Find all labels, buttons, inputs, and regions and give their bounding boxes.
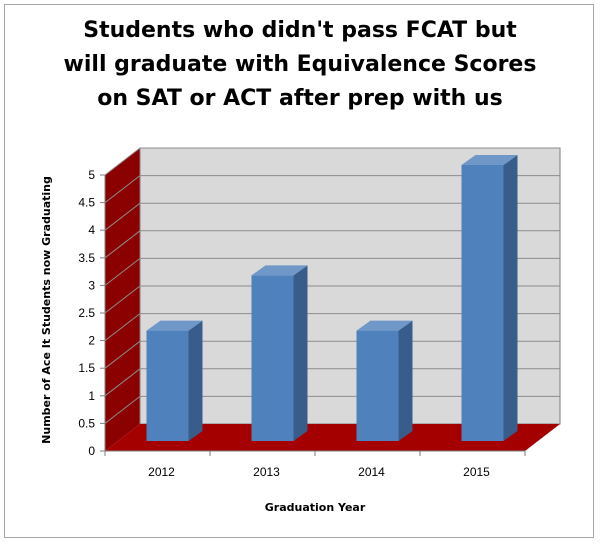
bar-side-2013 [293,265,308,441]
y-tick-label: 0.5 [78,416,95,430]
gridline-side [104,285,141,314]
bar-top-2015 [461,155,518,165]
y-tick-label: 1 [88,389,95,403]
chart-title-line-3: on SAT or ACT after prep with us [97,86,503,111]
chart-title-line-2: will graduate with Equivalence Scores [63,52,537,77]
y-axis-ticks: 0 0.5 1 1.5 2 2.5 3 3.5 4 4.5 5 [78,168,105,458]
y-tick-label: 4.5 [78,196,95,210]
y-axis-title: Number of Ace It Students now Graduating [40,176,53,444]
chart-title-line-1: Students who didn't pass FCAT but [83,18,517,43]
bar-2015 [461,165,504,441]
y-tick-label: 2 [88,334,95,348]
bar-top-2012 [146,320,203,331]
gridline-side [104,258,141,286]
y-tick-label: 0 [88,444,95,458]
gridline-side [104,396,141,424]
gridline-side [104,313,141,341]
y-tick-label: 4 [88,223,95,237]
x-tick-label: 2014 [358,465,385,479]
y-tick-label: 3 [88,278,95,292]
chart-title: Students who didn't pass FCAT but will g… [20,14,580,116]
bar-side-2012 [188,320,203,441]
gridline-side [104,230,141,259]
bar-side-2014 [398,320,413,441]
x-tick-label: 2012 [148,465,175,479]
bar-top-2013 [251,265,308,276]
x-axis-title: Graduation Year [265,501,366,514]
bar-side-2015 [503,155,518,441]
bar-top-2014 [356,320,413,331]
gridline-side [104,368,141,397]
x-axis-ticks: 2012 2013 2014 2015 [104,451,526,479]
y-tick-label: 3.5 [78,251,95,265]
bars [146,155,518,441]
bar-2012 [146,330,189,441]
gridline-side [104,202,141,231]
x-tick-label: 2015 [463,465,490,479]
y-tick-label: 5 [88,168,95,182]
x-tick-label: 2013 [253,465,280,479]
gridline-side [104,340,141,369]
floor [105,424,560,451]
y-tick-label: 1.5 [78,361,95,375]
bar-2013 [251,275,294,441]
bar-2014 [356,330,399,441]
y-tick-label: 2.5 [78,306,95,320]
gridline-side [104,175,141,203]
gridline-side [104,147,141,176]
